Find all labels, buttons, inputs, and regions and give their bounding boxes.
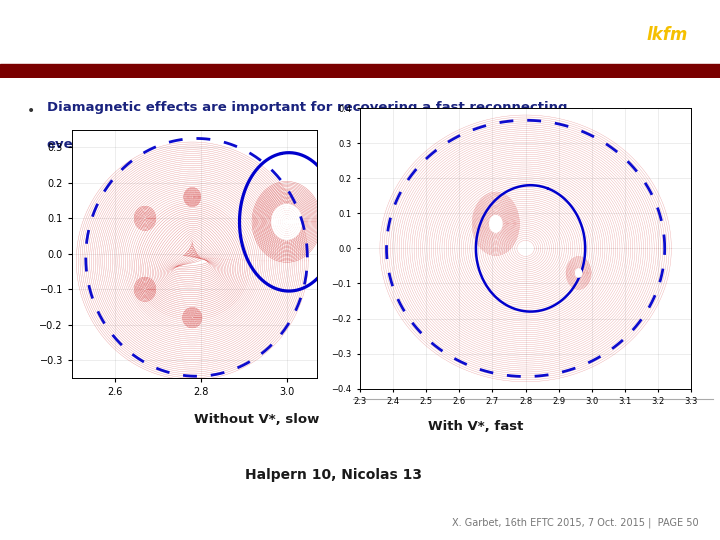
Text: •: • [27, 104, 35, 118]
Text: Without V*, slow: Without V*, slow [194, 413, 320, 426]
Ellipse shape [490, 215, 502, 232]
Bar [0, 64, 720, 78]
Text: cea: cea [29, 18, 81, 45]
Text: Diamagnetic effects are important for recovering a fast reconnecting: Diamagnetic effects are important for re… [47, 102, 567, 114]
Ellipse shape [575, 269, 582, 277]
Text: With V*, fast: With V*, fast [428, 420, 523, 433]
Text: event: event [47, 138, 89, 151]
Text: Current sheet for reconnection: Current sheet for reconnection [177, 25, 543, 45]
Text: Halpern 10, Nicolas 13: Halpern 10, Nicolas 13 [245, 468, 422, 482]
Text: lkfm: lkfm [647, 26, 688, 44]
Text: X. Garbet, 16th EFTC 2015, 7 Oct. 2015 |  PAGE 50: X. Garbet, 16th EFTC 2015, 7 Oct. 2015 |… [451, 518, 698, 529]
